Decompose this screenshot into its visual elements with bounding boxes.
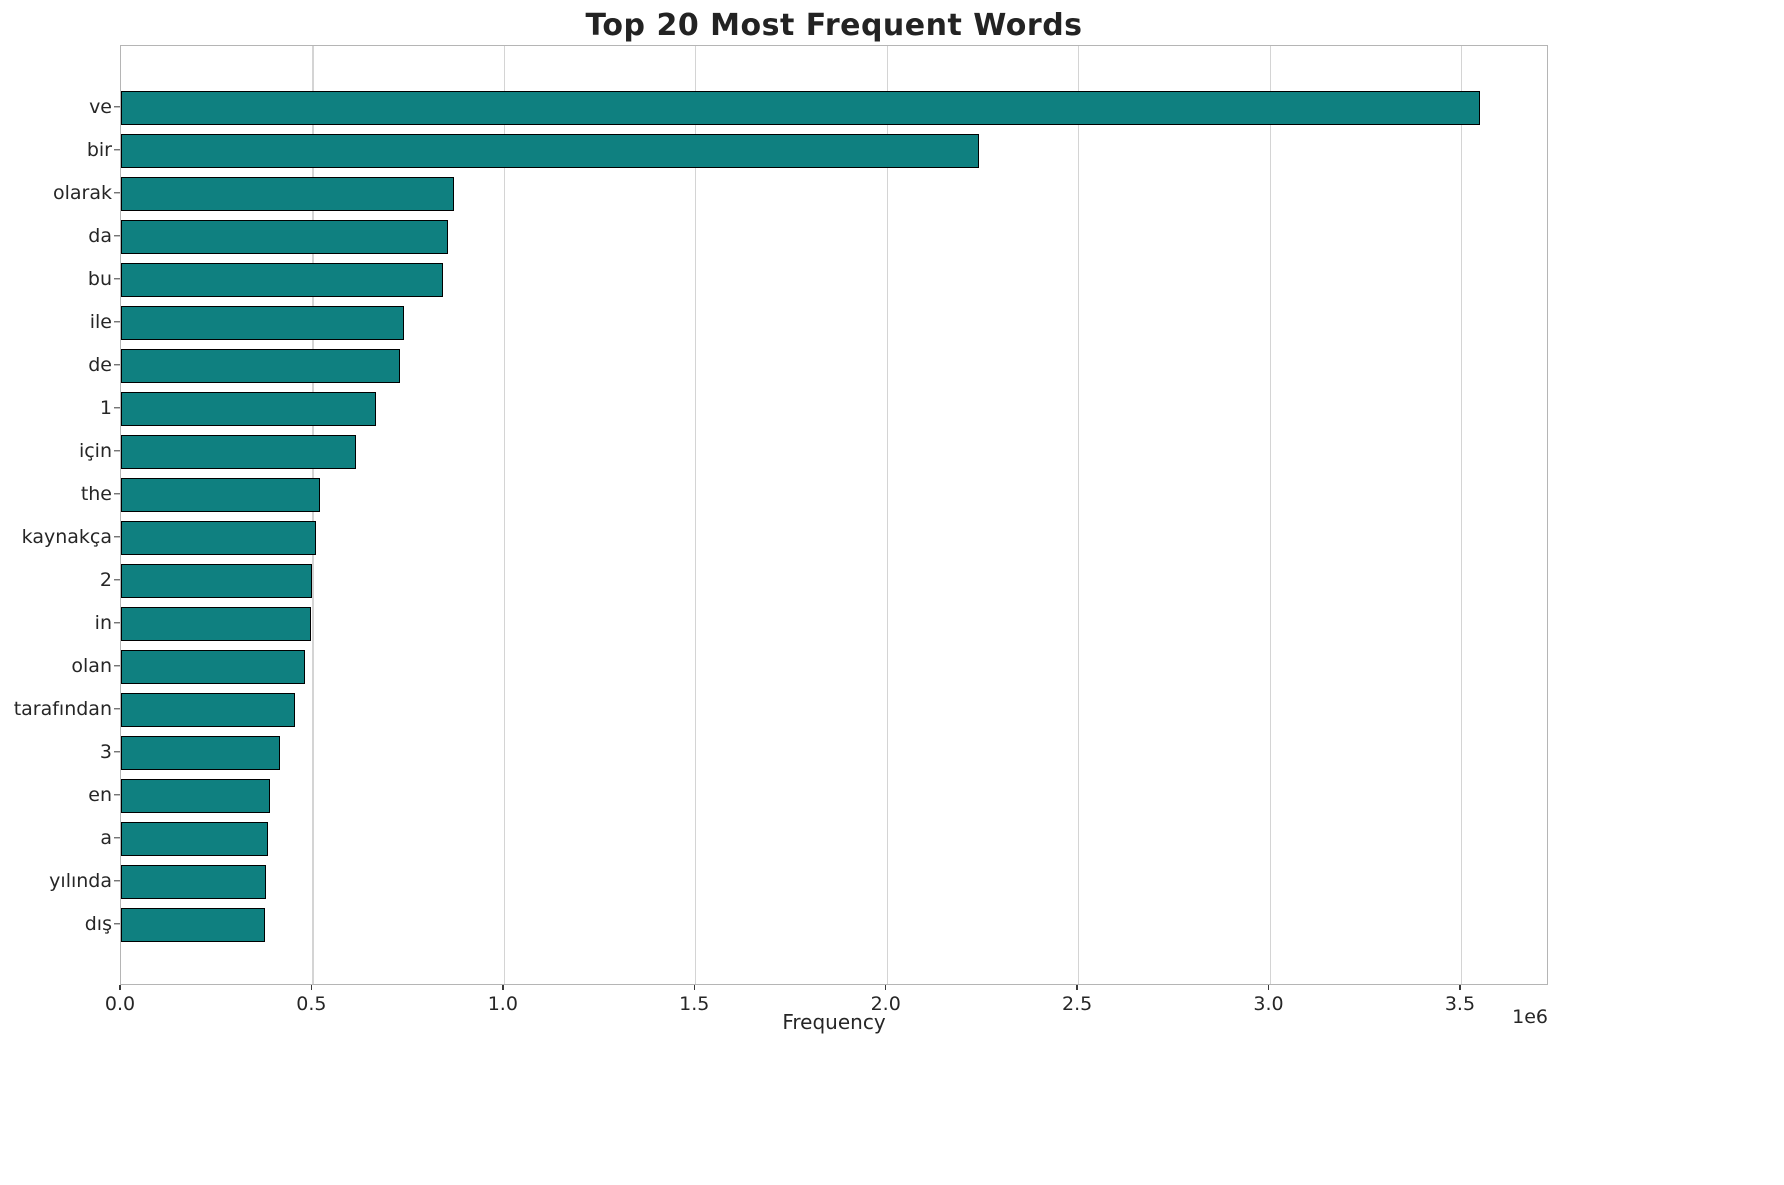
y-tick-label: in (94, 611, 112, 634)
bar-kaynakça (121, 520, 317, 555)
y-tick-label: 2 (99, 568, 112, 591)
gridline (1460, 46, 1463, 984)
gridline (1078, 46, 1080, 984)
bar-en (121, 778, 271, 813)
y-tick-label: 3 (99, 740, 112, 763)
x-tick-mark (119, 985, 121, 990)
gridline (503, 46, 506, 984)
y-tick-label: de (88, 353, 112, 376)
bar-olan (121, 649, 305, 684)
y-tick-label: olarak (52, 181, 112, 204)
y-tick-label: en (88, 783, 112, 806)
x-tick-mark (1076, 985, 1078, 990)
y-tick-label: da (88, 224, 112, 247)
bar-da (121, 219, 449, 254)
x-tick-mark (693, 985, 695, 990)
y-tick-label: the (80, 482, 112, 505)
bar-ile (121, 305, 405, 340)
bar-tarafından (121, 692, 296, 727)
x-tick-mark (310, 985, 313, 990)
gridline (1269, 46, 1271, 984)
bar-2 (121, 563, 313, 598)
y-tick-label: bu (87, 267, 112, 290)
x-axis-title: Frequency (782, 1010, 886, 1034)
bar-in (121, 606, 312, 641)
y-tick-label: a (100, 826, 112, 849)
bar-bu (121, 262, 443, 297)
bar-ve (121, 90, 1481, 125)
chart-title: Top 20 Most Frequent Words (585, 8, 1083, 43)
bar-olarak (121, 176, 455, 211)
gridline (695, 46, 697, 984)
bar-the (121, 477, 321, 512)
bar-için (121, 434, 357, 469)
plot-area (120, 45, 1548, 985)
y-tick-label: yılında (49, 869, 112, 892)
y-tick-label: bir (86, 138, 112, 161)
bar-3 (121, 735, 280, 770)
x-tick-mark (884, 985, 887, 990)
x-tick-mark (1267, 985, 1270, 990)
y-tick-label: dış (84, 912, 112, 935)
y-tick-label: kaynakça (21, 525, 112, 548)
y-tick-label: ile (89, 310, 112, 333)
gridline (886, 46, 888, 984)
x-tick-mark (1459, 985, 1461, 990)
y-tick-label: tarafından (13, 697, 112, 720)
axis-offset-label: 1e6 (1512, 1006, 1548, 1028)
bar-dış (121, 907, 265, 942)
y-tick-label: ve (89, 95, 112, 118)
bar-de (121, 348, 401, 383)
y-tick-label: için (78, 439, 112, 462)
bar-yılında (121, 864, 267, 899)
bar-bir (121, 133, 979, 168)
y-tick-label: 1 (99, 396, 112, 419)
gridline (312, 46, 314, 984)
bar-1 (121, 391, 376, 426)
x-tick-mark (502, 985, 504, 990)
y-tick-label: olan (71, 654, 112, 677)
bar-a (121, 821, 269, 856)
